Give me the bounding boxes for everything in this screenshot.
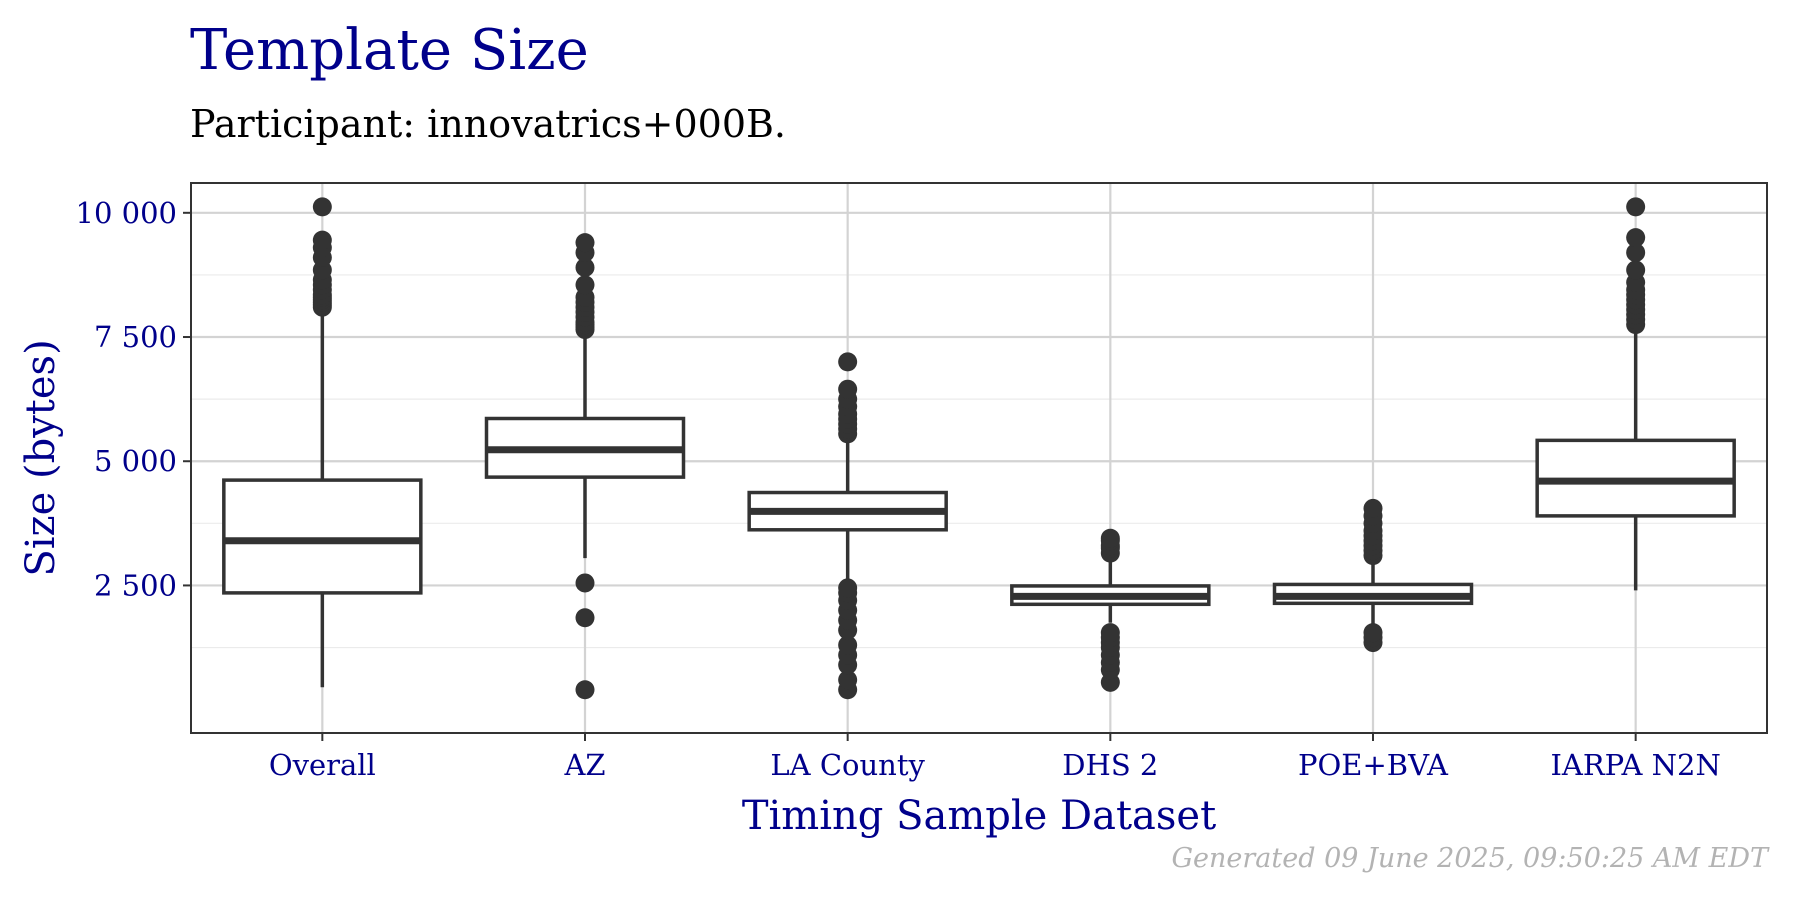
box-la-county [747, 352, 948, 700]
outlier-point [575, 680, 595, 700]
outlier-point [1100, 623, 1120, 643]
chart-title: Template Size [190, 18, 589, 83]
outlier-point [838, 670, 858, 690]
box-iarpa-n2n [1535, 197, 1736, 591]
x-axis-ticks: Overall AZ LA County DHS 2 POE+BVA IARPA N2N [269, 733, 1721, 782]
box-poe-bva [1272, 498, 1474, 653]
outlier-point [838, 379, 858, 399]
plot-panel [191, 183, 1767, 733]
x-tick-label: POE+BVA [1298, 748, 1449, 782]
outlier-point [1626, 243, 1646, 263]
x-axis-title: Timing Sample Dataset [742, 793, 1216, 839]
outlier-point [838, 352, 858, 372]
y-axis-title: Size (bytes) [18, 339, 64, 576]
box-series [222, 197, 1736, 700]
y-tick-label: 2 500 [94, 568, 177, 602]
outlier-point [312, 230, 332, 250]
y-tick-label: 7 500 [94, 320, 177, 354]
x-tick-label: Overall [269, 748, 376, 782]
y-axis-ticks: 2 500 5 000 7 500 10 000 [76, 196, 191, 602]
outlier-point [1363, 498, 1383, 518]
outlier-point [1626, 260, 1646, 280]
box-dhs-2 [1010, 528, 1211, 692]
x-tick-label: DHS 2 [1062, 748, 1158, 782]
box-az [484, 233, 686, 700]
generated-timestamp: Generated 09 June 2025, 09:50:25 AM EDT [1171, 843, 1768, 874]
outlier-point [1363, 623, 1383, 643]
outlier-point [1626, 197, 1646, 217]
outlier-point [1626, 228, 1646, 248]
x-tick-label: LA County [770, 748, 925, 782]
outlier-point [575, 257, 595, 277]
outlier-point [312, 197, 332, 217]
iqr-box [222, 478, 423, 595]
outlier-point [575, 573, 595, 593]
box-overall [222, 197, 423, 688]
plot-panel-border [190, 182, 1768, 734]
outlier-point [838, 635, 858, 655]
outlier-point [575, 608, 595, 628]
x-tick-label: AZ [563, 748, 605, 782]
y-tick-label: 10 000 [76, 196, 177, 230]
chart-subtitle: Participant: innovatrics+000B. [190, 102, 786, 146]
outlier-point [575, 233, 595, 253]
y-tick-label: 5 000 [94, 444, 177, 478]
outlier-point [838, 578, 858, 598]
outlier-point [1100, 528, 1120, 548]
outlier-point [575, 275, 595, 295]
x-tick-label: IARPA N2N [1550, 748, 1720, 782]
